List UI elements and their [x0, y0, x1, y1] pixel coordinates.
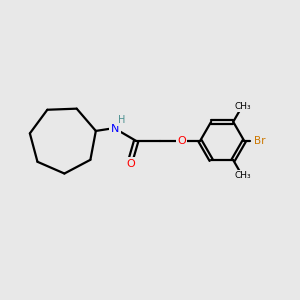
Text: O: O — [127, 159, 135, 169]
Text: O: O — [177, 136, 186, 146]
Text: CH₃: CH₃ — [235, 171, 251, 180]
Text: Br: Br — [254, 136, 265, 146]
Text: H: H — [118, 115, 125, 125]
Text: N: N — [111, 124, 119, 134]
Text: CH₃: CH₃ — [235, 102, 251, 111]
